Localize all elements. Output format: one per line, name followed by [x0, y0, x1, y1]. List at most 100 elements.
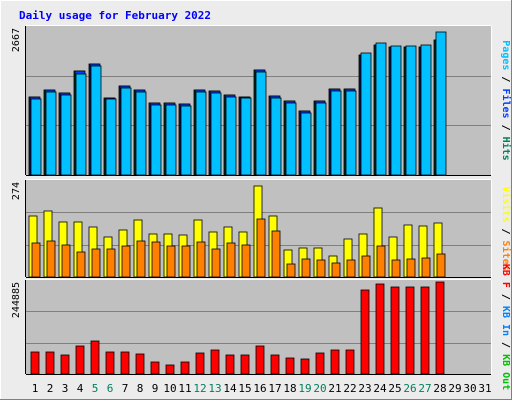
legend-entry-hits-3: /: [500, 119, 511, 137]
legend-entry-hits-0: Pages: [500, 40, 511, 70]
bar-kbytes-kb-f-26: [405, 286, 415, 375]
panel-visits: 274 Visits / Sites: [11, 179, 512, 278]
bar-hits-pages-14: [225, 96, 237, 176]
bar-kbytes-kb-f-8: [135, 353, 145, 375]
bar-visits-sites-22: [346, 259, 356, 278]
day-label-15: 15: [238, 382, 251, 395]
legend-entry-kbytes-4: KB Out: [500, 354, 511, 390]
bar-visits-sites-25: [391, 259, 401, 278]
day-label-6: 6: [107, 382, 114, 395]
bar-kbytes-kb-f-2: [45, 351, 55, 375]
bar-visits-sites-21: [331, 262, 341, 278]
day-label-18: 18: [283, 382, 296, 395]
day-label-26: 26: [403, 382, 416, 395]
bar-kbytes-kb-f-4: [75, 345, 85, 375]
day-label-30: 30: [463, 382, 476, 395]
legend-entry-hits-2: Files: [500, 88, 512, 118]
bar-visits-sites-20: [316, 259, 326, 278]
bar-visits-sites-8: [136, 240, 146, 278]
y-max-label-kbytes: 244885: [11, 282, 22, 318]
bar-kbytes-kb-f-12: [195, 352, 205, 375]
day-label-8: 8: [137, 382, 144, 395]
bar-visits-sites-27: [421, 257, 431, 278]
bar-kbytes-kb-f-7: [120, 351, 130, 375]
bar-kbytes-kb-f-20: [315, 352, 325, 375]
bar-hits-pages-5: [90, 65, 102, 176]
legend-entry-visits-2: Sites: [500, 241, 512, 271]
legend-entry-hits-1: /: [500, 70, 511, 88]
day-label-24: 24: [373, 382, 387, 395]
bar-visits-sites-7: [121, 245, 131, 278]
day-label-13: 13: [208, 382, 221, 395]
day-label-23: 23: [358, 382, 371, 395]
bar-hits-pages-9: [150, 104, 162, 176]
day-label-29: 29: [448, 382, 461, 395]
bar-hits-pages-10: [165, 104, 177, 176]
bar-visits-sites-2: [46, 240, 56, 278]
bar-hits-pages-22: [345, 90, 357, 176]
day-label-16: 16: [253, 382, 266, 395]
day-label-11: 11: [178, 382, 191, 395]
bar-hits-pages-6: [105, 98, 117, 176]
bar-kbytes-kb-f-28: [435, 281, 445, 375]
day-label-22: 22: [343, 382, 356, 395]
bar-hits-pages-13: [210, 92, 222, 176]
legend-entry-hits-4: Hits: [500, 137, 512, 161]
legend-kbytes: KB F / KB In / KB Out: [500, 264, 511, 390]
bar-kbytes-kb-f-3: [60, 354, 70, 375]
bar-kbytes-kb-f-16: [255, 345, 265, 375]
day-label-17: 17: [268, 382, 281, 395]
bar-visits-sites-24: [376, 245, 386, 278]
day-label-25: 25: [388, 382, 401, 395]
bar-hits-pages-23: [360, 52, 372, 176]
bar-kbytes-kb-f-23: [360, 289, 370, 375]
bar-hits-pages-4: [75, 73, 87, 176]
bar-hits-pages-15: [240, 97, 252, 176]
bar-visits-sites-17: [271, 230, 281, 278]
bar-kbytes-kb-f-17: [270, 354, 280, 375]
bar-visits-sites-6: [106, 248, 116, 278]
bar-hits-pages-11: [180, 105, 192, 176]
bar-visits-sites-15: [241, 244, 251, 278]
bar-visits-sites-5: [91, 248, 101, 278]
day-label-1: 1: [32, 382, 39, 395]
bar-visits-sites-23: [361, 255, 371, 278]
bar-hits-pages-27: [420, 44, 432, 176]
bar-hits-pages-20: [315, 102, 327, 176]
bar-visits-sites-14: [226, 242, 236, 278]
bar-visits-sites-19: [301, 258, 311, 278]
bar-visits-sites-3: [61, 244, 71, 278]
bar-hits-pages-28: [435, 31, 447, 176]
y-max-label-hits: 2667: [11, 28, 22, 52]
day-label-31: 31: [478, 382, 491, 395]
bar-visits-sites-11: [181, 245, 191, 278]
bar-kbytes-kb-f-15: [240, 354, 250, 375]
day-label-27: 27: [418, 382, 431, 395]
legend-visits: Visits / Sites: [500, 186, 512, 270]
bar-visits-sites-9: [151, 241, 161, 278]
day-label-14: 14: [223, 382, 237, 395]
chart-title: Daily usage for February 2022: [19, 9, 211, 22]
legend-entry-kbytes-1: /: [500, 288, 511, 306]
bar-hits-pages-17: [270, 97, 282, 176]
legend-entry-kbytes-0: KB F: [500, 264, 511, 288]
bar-kbytes-kb-f-14: [225, 354, 235, 375]
bar-kbytes-kb-f-19: [300, 358, 310, 375]
bar-hits-pages-16: [255, 71, 267, 176]
day-label-7: 7: [122, 382, 129, 395]
bar-kbytes-kb-f-22: [345, 349, 355, 375]
bar-kbytes-kb-f-13: [210, 349, 220, 375]
bar-hits-pages-1: [30, 98, 42, 176]
bar-visits-sites-26: [406, 258, 416, 278]
bar-hits-pages-8: [135, 91, 147, 176]
day-label-4: 4: [77, 382, 84, 395]
bar-kbytes-kb-f-25: [390, 286, 400, 375]
day-label-21: 21: [328, 382, 341, 395]
bar-visits-sites-1: [31, 242, 41, 278]
bar-hits-pages-26: [405, 45, 417, 176]
legend-entry-kbytes-2: KB In: [500, 306, 511, 336]
day-label-2: 2: [47, 382, 54, 395]
bar-visits-sites-13: [211, 248, 221, 278]
day-label-12: 12: [193, 382, 206, 395]
bar-hits-pages-24: [375, 42, 387, 176]
